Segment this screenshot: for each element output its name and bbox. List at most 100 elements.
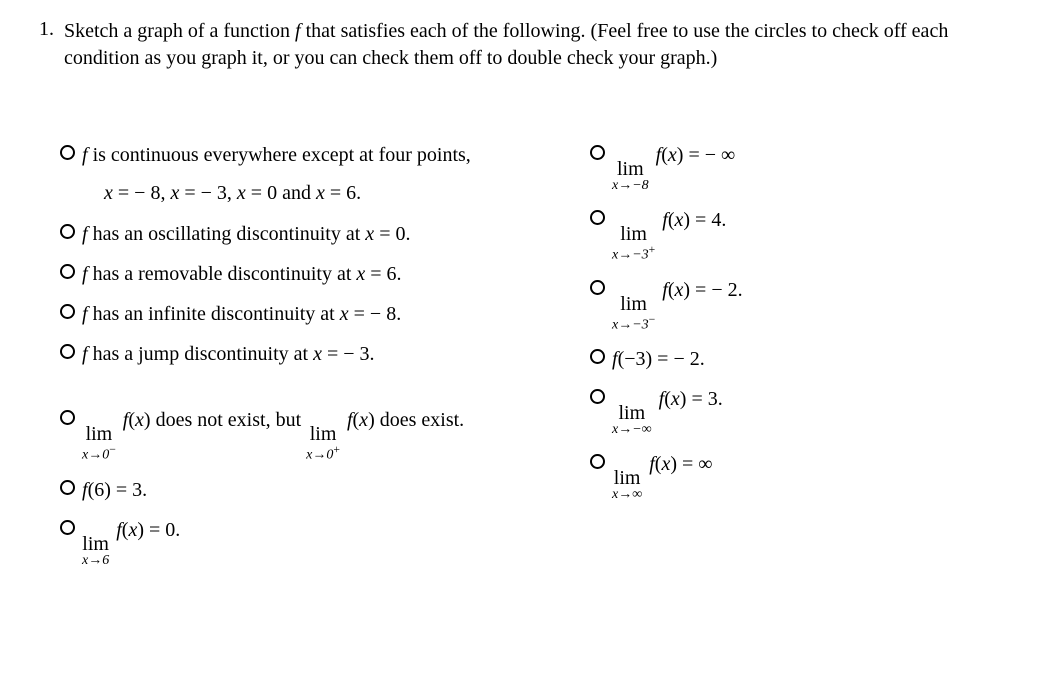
t: x→0 <box>306 448 333 463</box>
circle-icon <box>590 389 605 404</box>
lim-bot: x→6 <box>82 554 109 568</box>
item-text: f is continuous everywhere except at fou… <box>82 142 590 168</box>
t: − <box>649 313 656 326</box>
item-r2: lim x→−3+ f(x) = 4. <box>590 207 1018 263</box>
checkbox-circle[interactable] <box>60 261 82 285</box>
checkbox-circle[interactable] <box>590 346 612 370</box>
t: x <box>128 519 137 541</box>
circle-icon <box>60 264 75 279</box>
t: x→0 <box>82 448 109 463</box>
checkbox-circle[interactable] <box>590 386 612 410</box>
t: x <box>237 182 246 204</box>
t: has a jump discontinuity at <box>88 343 314 365</box>
t: x <box>365 223 374 245</box>
item-text: lim x→−3+ f(x) = 4. <box>612 207 1018 263</box>
lim-top: lim <box>617 159 644 179</box>
t: x <box>359 409 368 431</box>
t: ) = 3. <box>680 388 723 410</box>
checkbox-circle[interactable] <box>60 407 82 431</box>
t: + <box>649 243 656 256</box>
lim-stack: lim x→−3− <box>612 294 655 333</box>
item-lim-0: lim x→0− f(x) does not exist, but lim x→… <box>60 407 590 463</box>
t: x <box>671 388 680 410</box>
lim-bot: x→−∞ <box>612 423 652 437</box>
item-r3: lim x→−3− f(x) = − 2. <box>590 277 1018 333</box>
checkbox-circle[interactable] <box>60 142 82 166</box>
t: f <box>118 409 129 431</box>
lim-bot: x→−8 <box>612 179 649 193</box>
checkbox-circle[interactable] <box>590 277 612 301</box>
t: x <box>135 409 144 431</box>
item-text: lim x→6 f(x) = 0. <box>82 517 590 568</box>
t: x <box>104 182 113 204</box>
t: f <box>657 279 668 301</box>
lim-top: lim <box>620 294 647 314</box>
item-r1: lim x→−8 f(x) = − ∞ <box>590 142 1018 193</box>
t: f <box>651 144 662 166</box>
circle-icon <box>60 480 75 495</box>
t: − <box>109 443 116 456</box>
circle-icon <box>590 349 605 364</box>
t: x <box>340 303 349 325</box>
item-text: f has a jump discontinuity at x = − 3. <box>82 341 590 367</box>
t: = 0. <box>374 223 410 245</box>
prompt-text-a: Sketch a graph of a function <box>64 20 295 42</box>
lim-stack: lim x→−∞ <box>612 403 652 437</box>
checkbox-circle[interactable] <box>60 341 82 365</box>
lim-top: lim <box>620 224 647 244</box>
item-r5: lim x→−∞ f(x) = 3. <box>590 386 1018 437</box>
t: has a removable discontinuity at <box>88 263 357 285</box>
lim-stack: lim x→−8 <box>612 159 649 193</box>
item-r4: f(−3) = − 2. <box>590 346 1018 372</box>
item-text: lim x→−∞ f(x) = 3. <box>612 386 1018 437</box>
lim-bot: x→0− <box>82 444 116 463</box>
lim-stack: lim x→6 <box>82 534 109 568</box>
t: x→−3 <box>612 317 649 332</box>
item-jump: f has a jump discontinuity at x = − 3. <box>60 341 590 367</box>
t: ) = ∞ <box>670 453 712 475</box>
circle-icon <box>60 410 75 425</box>
right-column: lim x→−8 f(x) = − ∞ lim x→−3+ f(x) = 4. <box>590 142 1018 582</box>
lim-stack: lim x→∞ <box>612 468 642 502</box>
item-infinite: f has an infinite discontinuity at x = −… <box>60 301 590 327</box>
lim-bot: x→∞ <box>612 488 642 502</box>
t: = − 3, <box>179 182 237 204</box>
checkbox-circle[interactable] <box>590 207 612 231</box>
item-text: lim x→∞ f(x) = ∞ <box>612 451 1018 502</box>
lim-bot: x→−3+ <box>612 244 655 263</box>
checkbox-circle[interactable] <box>60 517 82 541</box>
t: x <box>356 263 365 285</box>
question-row: 1. Sketch a graph of a function f that s… <box>20 18 1018 72</box>
item-text: f(6) = 3. <box>82 477 590 503</box>
question-number: 1. <box>20 18 64 41</box>
item-f6: f(6) = 3. <box>60 477 590 503</box>
circle-icon <box>60 344 75 359</box>
item-text: lim x→−3− f(x) = − 2. <box>612 277 1018 333</box>
t: = − 8, <box>113 182 171 204</box>
checkbox-circle[interactable] <box>590 451 612 475</box>
checkbox-circle[interactable] <box>60 301 82 325</box>
t: f <box>657 209 668 231</box>
checkbox-circle[interactable] <box>60 477 82 501</box>
t: x <box>668 144 677 166</box>
item-continuous: f is continuous everywhere except at fou… <box>60 142 590 168</box>
t: ) = − 2. <box>683 279 742 301</box>
t: x <box>661 453 670 475</box>
checkbox-circle[interactable] <box>590 142 612 166</box>
lim-top: lim <box>614 468 641 488</box>
lim-stack: lim x→−3+ <box>612 224 655 263</box>
question-text: Sketch a graph of a function f that sati… <box>64 18 1018 72</box>
t: = 6. <box>325 182 361 204</box>
item-text: f has an oscillating discontinuity at x … <box>82 221 590 247</box>
t: x <box>170 182 179 204</box>
item-r6: lim x→∞ f(x) = ∞ <box>590 451 1018 502</box>
t: has an oscillating discontinuity at <box>88 223 366 245</box>
checkbox-circle[interactable] <box>60 221 82 245</box>
left-column: f is continuous everywhere except at fou… <box>60 142 590 582</box>
t: is continuous everywhere except at four … <box>88 144 471 166</box>
t: = 6. <box>365 263 401 285</box>
lim-top: lim <box>82 534 109 554</box>
lim-stack: lim x→0− <box>82 424 116 463</box>
circle-icon <box>590 145 605 160</box>
columns: f is continuous everywhere except at fou… <box>60 142 1018 582</box>
